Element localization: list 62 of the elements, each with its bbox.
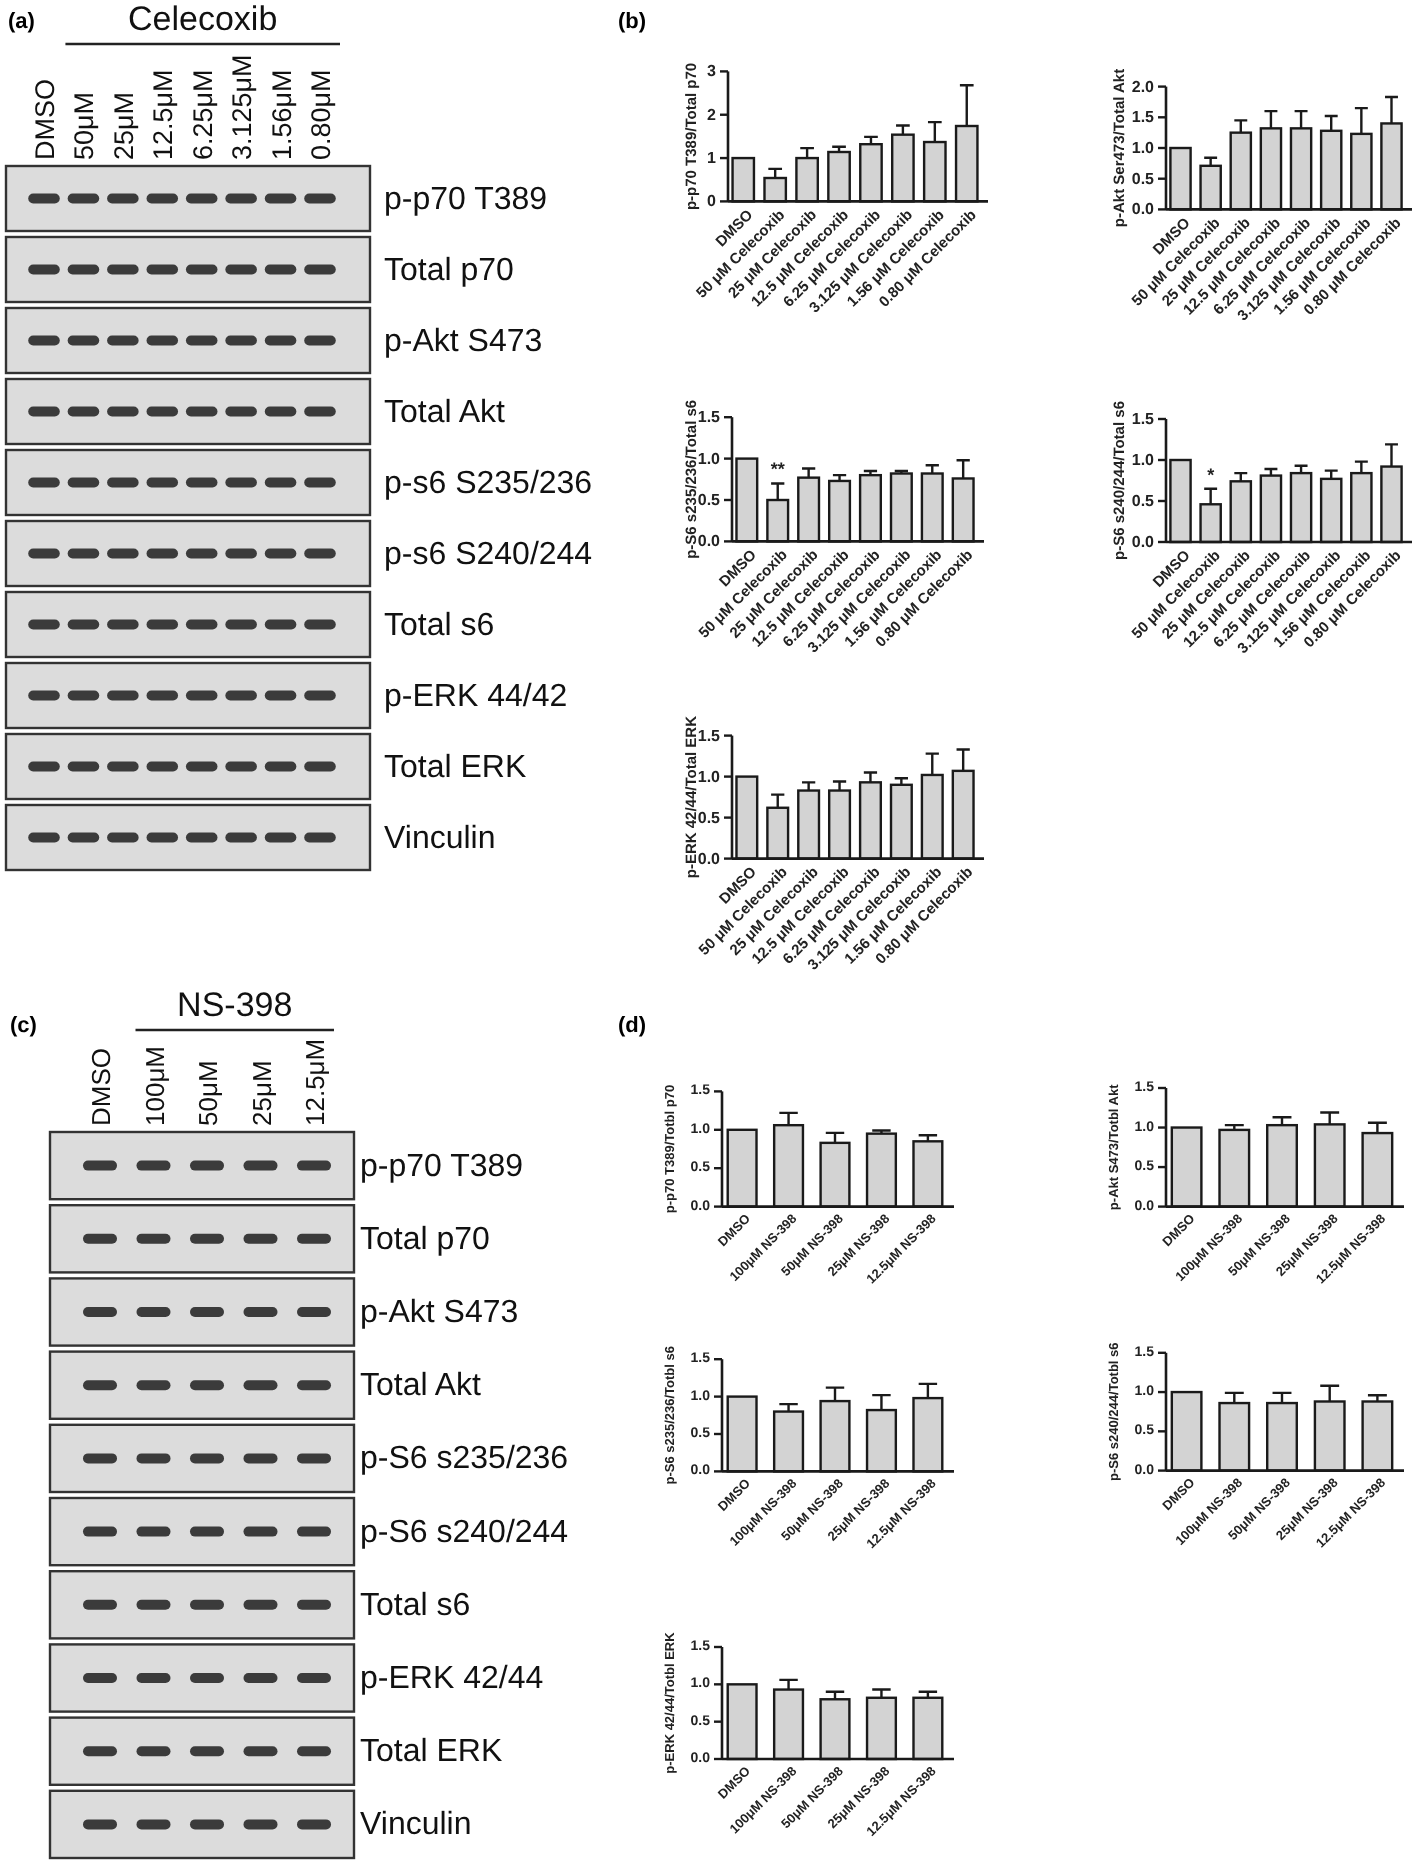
y-tick-label: 0.0 (1131, 200, 1156, 219)
category-label: 12.5μM (299, 1038, 329, 1126)
text: Total Akt (384, 394, 507, 429)
category-label: 25μM (245, 1060, 276, 1126)
text: p-ERK 44/42 (384, 678, 568, 713)
category-label: 1.56μM (265, 69, 296, 160)
category-label: 50μM (192, 1060, 222, 1126)
y-tick-label: 1.0 (1131, 451, 1156, 469)
text: Total p70 (360, 1221, 491, 1256)
y-tick-label: 0 (707, 192, 718, 211)
text: Total ERK (384, 749, 527, 784)
text: p-p70 T389 (360, 1148, 524, 1183)
y-tick-label: 1.5 (1131, 108, 1156, 127)
text: Celecoxib (128, 0, 278, 38)
category-label: DMSO (85, 1048, 115, 1126)
category-label: 0.80μM (305, 69, 335, 160)
y-tick-label: 1.0 (1131, 139, 1156, 157)
y-tick-label: 0.5 (697, 491, 722, 509)
text: Vinculin (384, 820, 496, 855)
text: p-Akt S473 (360, 1295, 519, 1329)
text: p-Akt S473 (384, 323, 543, 358)
text: p-s6 S235/236 (384, 465, 593, 500)
annotation: ** (770, 459, 786, 480)
text: NS-398 (177, 986, 293, 1024)
text: Total ERK (360, 1734, 503, 1769)
y-tick-label: 0.5 (1131, 169, 1156, 188)
text: p-p70 T389 (384, 181, 548, 216)
category-label: 50μM (68, 91, 99, 160)
text: Total Akt (360, 1368, 483, 1403)
category-label: DMSO (29, 79, 59, 160)
y-tick-label: 2 (707, 105, 718, 124)
chart-title: (b) (618, 10, 647, 34)
category-label: 25μM (107, 91, 138, 160)
y-tick-label: 0.5 (1131, 492, 1156, 510)
text: p-s6 S240/244 (384, 536, 593, 571)
text: Vinculin (360, 1807, 472, 1842)
text: p-S6 s235/236 (360, 1441, 569, 1476)
y-tick-label: 1 (707, 149, 718, 168)
text: Total p70 (384, 252, 515, 287)
text: Total s6 (384, 607, 495, 642)
category-label: 6.25μM (186, 69, 217, 160)
text: (a) (8, 10, 36, 34)
y-tick-label: 1.5 (1131, 410, 1156, 428)
y-tick-label: 1.5 (697, 726, 722, 745)
chart-title: (d) (618, 1014, 647, 1038)
y-tick-label: 0.0 (1131, 533, 1156, 551)
annotation: * (1207, 464, 1216, 485)
y-tick-label: 1.0 (697, 449, 722, 468)
text: p-S6 s240/244 (360, 1514, 569, 1549)
category-label: 12.5μM (147, 69, 178, 160)
y-tick-label: 3 (707, 62, 718, 81)
text: Total s6 (360, 1587, 471, 1622)
text: (c) (10, 1014, 38, 1038)
y-tick-label: 0.0 (697, 849, 722, 868)
category-label: 100μM (138, 1045, 169, 1126)
y-tick-label: 0.5 (697, 808, 722, 827)
category-label: 3.125μM (226, 54, 257, 160)
y-tick-label: 0.0 (697, 532, 722, 551)
y-tick-label: 2.0 (1131, 77, 1156, 96)
y-tick-label: 1.0 (697, 767, 722, 786)
text: p-ERK 42/44 (360, 1661, 544, 1695)
y-tick-label: 1.5 (697, 408, 722, 427)
